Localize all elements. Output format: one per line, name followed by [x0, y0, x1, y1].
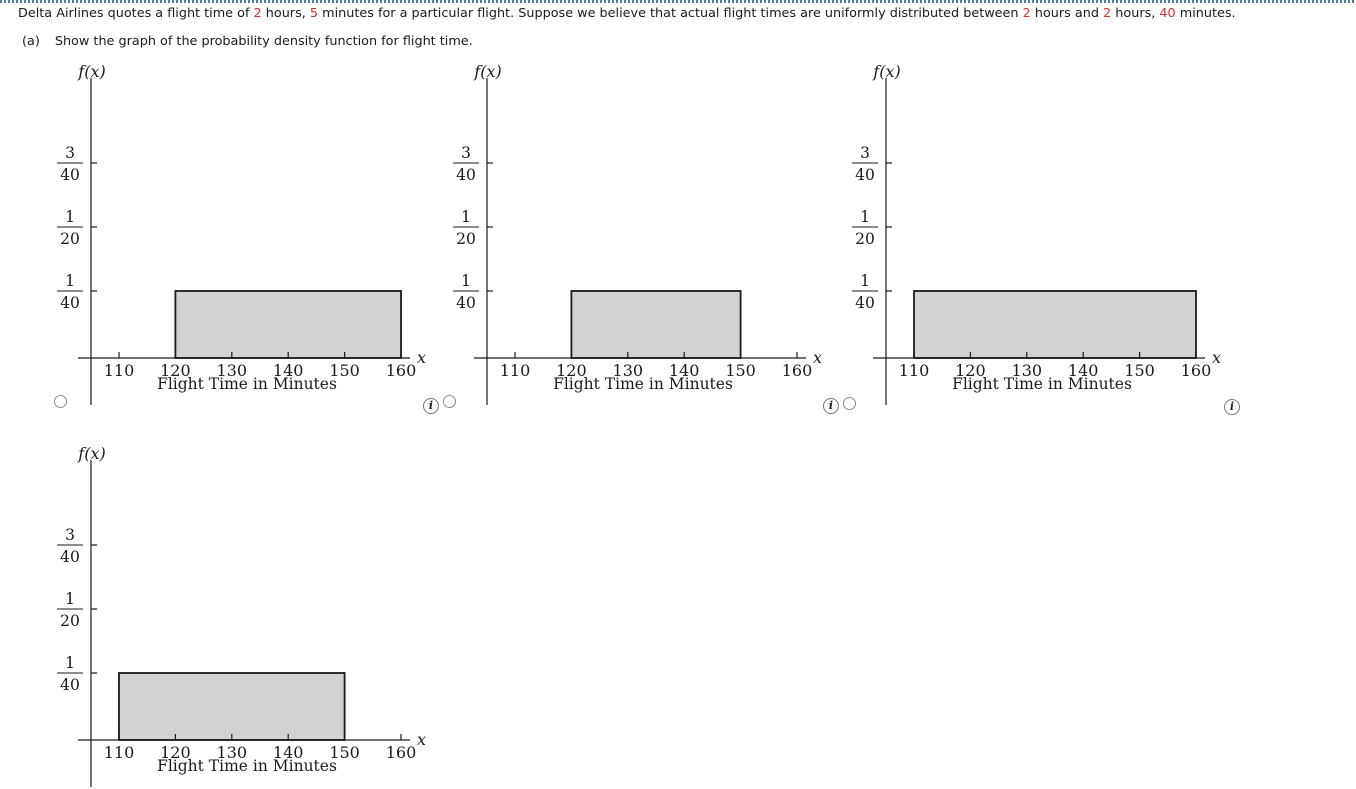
y-tick-fraction-denominator: 40: [60, 294, 80, 312]
y-tick-fraction-denominator: 20: [456, 230, 476, 248]
x-tick-label: 150: [329, 361, 360, 380]
y-tick-fraction-denominator: 20: [60, 230, 80, 248]
x-tick-label: 140: [1068, 361, 1099, 380]
y-tick-fraction-denominator: 40: [855, 166, 875, 184]
option-1-info-icon[interactable]: i: [423, 398, 439, 414]
x-tick-label: 110: [104, 361, 135, 380]
option-2-radio-button[interactable]: [443, 395, 456, 408]
problem-value-red: 5: [309, 6, 319, 21]
uniform-density-rectangle: [913, 290, 1197, 359]
x-tick-label: 110: [899, 361, 930, 380]
y-tick-fraction-denominator: 40: [60, 676, 80, 694]
y-tick-fraction-denominator: 20: [60, 612, 80, 630]
problem-value-red: 40: [1159, 6, 1176, 21]
part-a-row: (a) Show the graph of the probability den…: [22, 34, 473, 49]
x-tick-label: 150: [1124, 361, 1155, 380]
y-tick-fraction-numerator: 3: [461, 144, 471, 162]
y-tick-fraction-denominator: 40: [855, 294, 875, 312]
y-tick-fraction-denominator: 40: [456, 166, 476, 184]
x-axis-title: Flight Time in Minutes: [553, 375, 733, 393]
x-tick-label: 130: [217, 361, 248, 380]
x-tick-label: 110: [500, 361, 531, 380]
x-axis-title: Flight Time in Minutes: [952, 375, 1132, 393]
option-3-radio-button[interactable]: [843, 397, 856, 410]
problem-text-segment: hours,: [1111, 6, 1160, 21]
uniform-density-rectangle: [118, 672, 346, 741]
x-tick-label: 140: [669, 361, 700, 380]
x-tick-label: 120: [556, 361, 587, 380]
y-tick-fraction-numerator: 1: [65, 654, 75, 672]
x-axis-title: Flight Time in Minutes: [157, 757, 337, 775]
y-tick-fraction-denominator: 40: [456, 294, 476, 312]
x-axis-symbol: x: [417, 730, 426, 749]
y-axis-symbol: f(x): [872, 62, 900, 81]
y-tick-fraction-numerator: 3: [65, 144, 75, 162]
y-tick-fraction-numerator: 1: [65, 590, 75, 608]
x-tick-label: 110: [104, 743, 135, 762]
problem-value-red: 2: [1022, 6, 1031, 21]
problem-text-segment: hours,: [261, 6, 310, 21]
problem-text-segment: Delta Airlines quotes a flight time of: [18, 6, 254, 21]
x-axis-symbol: x: [1212, 348, 1221, 367]
x-tick-label: 160: [386, 361, 417, 380]
problem-statement: Delta Airlines quotes a flight time of 2…: [18, 5, 1236, 22]
x-tick-label: 130: [217, 743, 248, 762]
x-tick-label: 160: [782, 361, 813, 380]
x-tick-label: 130: [613, 361, 644, 380]
uniform-density-rectangle: [174, 290, 402, 359]
y-tick-fraction-numerator: 1: [65, 208, 75, 226]
problem-text-segment: hours and: [1030, 6, 1104, 21]
x-tick-label: 140: [273, 743, 304, 762]
y-tick-fraction-denominator: 40: [60, 166, 80, 184]
x-tick-label: 120: [160, 743, 191, 762]
problem-value-red: 2: [253, 6, 262, 21]
y-axis-symbol: f(x): [77, 62, 105, 81]
y-tick-fraction-numerator: 3: [65, 526, 75, 544]
x-axis-symbol: x: [813, 348, 822, 367]
option-1-radio-button[interactable]: [54, 395, 67, 408]
problem-value-red: 2: [1103, 6, 1112, 21]
part-label: (a): [22, 34, 40, 49]
y-axis-symbol: f(x): [473, 62, 501, 81]
x-tick-label: 150: [725, 361, 756, 380]
x-axis-title: Flight Time in Minutes: [157, 375, 337, 393]
y-tick-fraction-numerator: 1: [461, 208, 471, 226]
x-tick-label: 150: [329, 743, 360, 762]
x-tick-label: 140: [273, 361, 304, 380]
y-axis-symbol: f(x): [77, 444, 105, 463]
uniform-density-rectangle: [570, 290, 742, 359]
problem-text-segment: minutes for a particular flight. Suppose…: [318, 6, 1023, 21]
y-tick-fraction-numerator: 1: [461, 272, 471, 290]
y-tick-fraction-denominator: 20: [855, 230, 875, 248]
y-tick-fraction-numerator: 1: [65, 272, 75, 290]
y-tick-fraction-numerator: 3: [860, 144, 870, 162]
y-tick-fraction-denominator: 40: [60, 548, 80, 566]
y-tick-fraction-numerator: 1: [860, 208, 870, 226]
option-3-info-icon[interactable]: i: [1224, 399, 1240, 415]
x-tick-label: 130: [1012, 361, 1043, 380]
problem-text-segment: minutes.: [1175, 6, 1236, 21]
x-axis-symbol: x: [417, 348, 426, 367]
x-tick-label: 160: [1181, 361, 1212, 380]
y-tick-fraction-numerator: 1: [860, 272, 870, 290]
part-question: Show the graph of the probability densit…: [54, 34, 473, 49]
dotted-divider: [0, 0, 1356, 3]
x-tick-label: 160: [386, 743, 417, 762]
x-tick-label: 120: [955, 361, 986, 380]
option-2-info-icon[interactable]: i: [823, 398, 839, 414]
x-tick-label: 120: [160, 361, 191, 380]
